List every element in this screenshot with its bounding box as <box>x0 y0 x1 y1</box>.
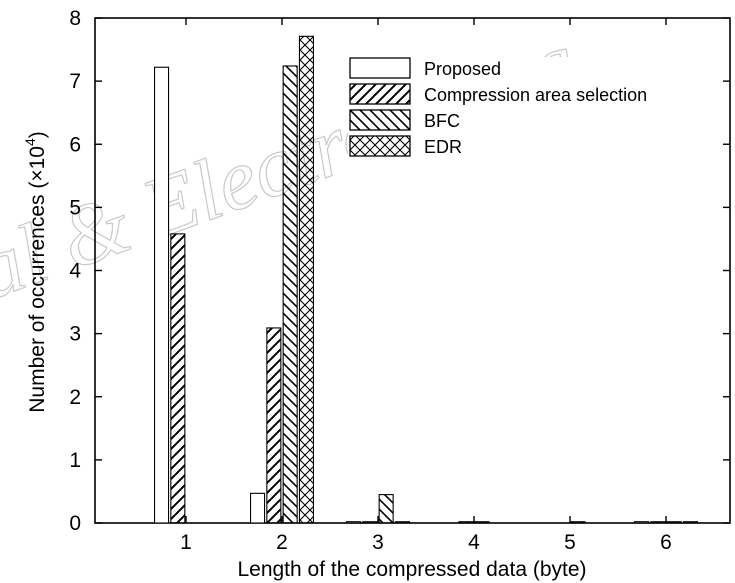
bar-diag-down-4 <box>474 521 490 524</box>
bar-none-2 <box>250 492 266 524</box>
bar-diag-down-6 <box>666 521 682 524</box>
y-tick-label: 7 <box>69 70 81 93</box>
bar-none-6 <box>633 521 650 524</box>
y-tick-label: 3 <box>69 323 81 346</box>
y-axis-title: Number of occurrences (×104) <box>22 131 49 413</box>
legend-label: BFC <box>424 111 460 131</box>
legend-swatch <box>349 83 411 105</box>
bar-diag-up-2 <box>266 327 282 524</box>
bar-diag-up-1 <box>170 233 186 524</box>
x-tick-label: 1 <box>180 531 192 554</box>
y-tick-label: 4 <box>69 260 81 283</box>
bar-diag-up-4 <box>458 521 474 524</box>
y-tick-label: 0 <box>69 512 81 535</box>
x-tick-label: 6 <box>660 531 672 554</box>
bar-diag-down-2 <box>282 65 298 524</box>
x-axis: 1 2 3 4 5 6 <box>180 18 672 554</box>
y-tick-label: 8 <box>69 7 81 30</box>
x-tick-label: 4 <box>468 531 480 554</box>
y-tick-label: 2 <box>69 386 81 409</box>
legend-label: Proposed <box>424 59 501 79</box>
bar-cross-6 <box>682 521 699 524</box>
bar-none-3 <box>345 521 362 524</box>
bar-cross-3 <box>394 521 411 524</box>
legend-swatch <box>349 109 411 131</box>
legend: Proposed Compression area selection BFC EDR <box>348 57 710 165</box>
bar-diag-up-6 <box>650 521 666 524</box>
bar-cross-2 <box>298 35 315 524</box>
y-axis-title-suffix: ) <box>26 131 49 138</box>
legend-label: Compression area selection <box>424 85 647 105</box>
y-axis: 0 1 2 3 4 5 6 7 8 <box>69 7 730 535</box>
bar-none-1 <box>154 66 170 524</box>
legend-swatch <box>349 57 411 79</box>
bar-diag-down-3 <box>378 494 394 524</box>
legend-label: EDR <box>424 137 462 157</box>
x-tick-label: 2 <box>276 531 288 554</box>
x-tick-label: 3 <box>372 531 384 554</box>
y-axis-title-main: Number of occurrences (×10 <box>26 146 49 413</box>
y-tick-label: 6 <box>69 133 81 156</box>
y-tick-label: 5 <box>69 196 81 219</box>
bar-diag-down-5 <box>570 521 586 524</box>
y-tick-label: 1 <box>69 449 81 472</box>
x-tick-label: 5 <box>564 531 576 554</box>
bar-diag-up-3 <box>362 521 378 524</box>
y-axis-title-exponent: 4 <box>22 138 38 146</box>
legend-swatch <box>349 135 411 157</box>
bars-group <box>154 35 699 524</box>
x-axis-title: Length of the compressed data (byte) <box>237 558 586 581</box>
